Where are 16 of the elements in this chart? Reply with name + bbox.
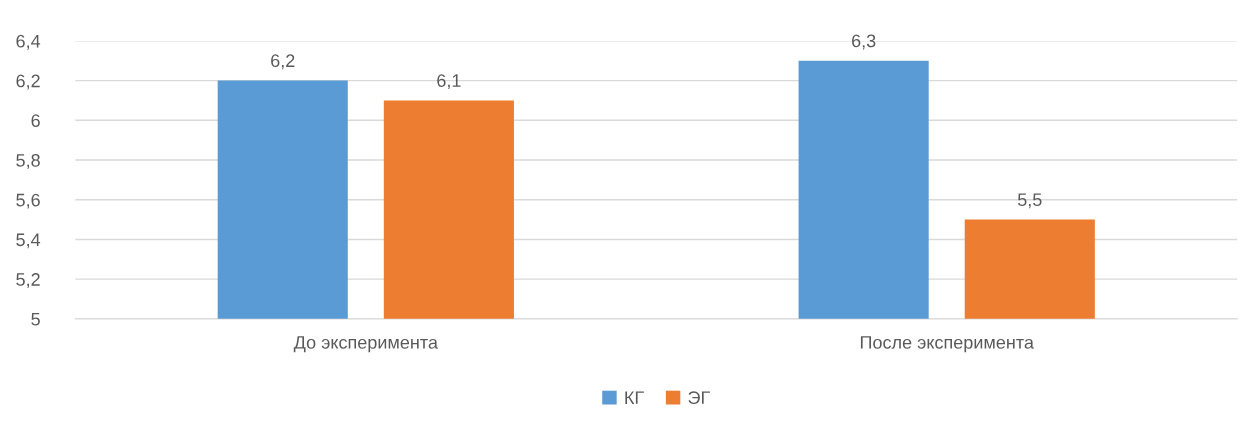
y-tick-label: 5	[31, 312, 40, 326]
x-tick-label: После эксперимента	[860, 336, 1034, 353]
y-tick-label: 5,8	[16, 153, 40, 169]
y-tick-label: 5,2	[16, 273, 40, 288]
y-tick-label: 5,4	[16, 233, 41, 249]
data-label: 5,5	[1017, 193, 1042, 209]
y-tick-label: 6	[31, 114, 40, 128]
x-tick-label: До эксперимента	[293, 336, 438, 353]
y-tick-label: 5,6	[16, 193, 40, 209]
y-tick-label: 6,2	[16, 74, 40, 90]
legend-label: ЭГ	[688, 391, 710, 405]
data-label: 6,1	[437, 74, 461, 90]
y-tick-label: 6,4	[16, 34, 41, 50]
data-label: 6,2	[271, 54, 295, 70]
data-label: 6,3	[852, 34, 876, 50]
legend-label: КГ	[625, 391, 644, 404]
